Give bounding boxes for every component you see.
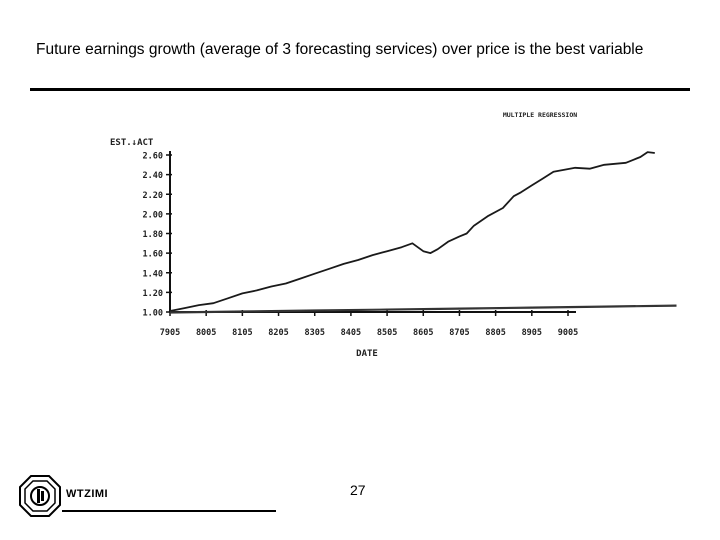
x-tick-label: 7905 [160,328,180,338]
slide-title: Future earnings growth (average of 3 for… [36,41,644,58]
series-line-2 [169,304,677,313]
x-tick-label: 8305 [304,328,324,338]
x-tick-label: 8205 [268,328,288,338]
x-tick-label: 8405 [341,328,361,338]
y-tick-label: 1.20 [143,289,163,299]
y-tick-label: 2.40 [143,171,163,181]
x-tick-label: 8805 [485,328,505,338]
company-logo-icon [18,474,62,518]
chart-title: MULTIPLE REGRESSION [503,111,577,119]
x-tick-label: 8905 [522,328,542,338]
y-tick-label: 1.00 [143,309,163,319]
footer-divider [62,510,276,512]
x-tick-label: 8505 [377,328,397,338]
y-tick-label: 2.20 [143,191,163,201]
x-tick-label: 8105 [232,328,252,338]
y-tick-label: 1.80 [143,230,163,240]
y-tick-label: 1.60 [143,250,163,260]
y-tick-label: 2.00 [143,210,163,220]
series-line-3 [169,305,677,314]
x-tick-label: 8705 [449,328,469,338]
page-number: 27 [350,482,366,498]
y-axis-label: EST.↓ACT [110,138,154,148]
x-tick-label: 8605 [413,328,433,338]
y-tick-label: 2.60 [143,152,163,162]
x-tick-label: 8005 [196,328,216,338]
series-line-1 [169,151,655,312]
x-axis-label: DATE [356,349,378,359]
title-divider [30,88,690,91]
y-tick-label: 1.40 [143,269,163,279]
x-tick-label: 9005 [558,328,578,338]
company-name: WTZIMI [66,488,109,500]
